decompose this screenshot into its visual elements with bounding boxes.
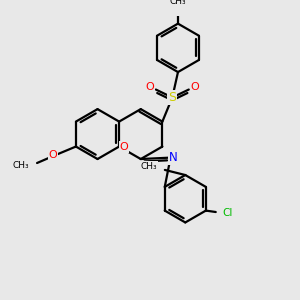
Text: CH₃: CH₃ [140, 162, 157, 171]
Text: CH₃: CH₃ [170, 0, 186, 6]
Text: Cl: Cl [223, 208, 233, 218]
Text: O: O [190, 82, 200, 92]
Text: O: O [145, 82, 154, 92]
Text: N: N [169, 151, 178, 164]
Text: S: S [168, 91, 176, 104]
Text: CH₃: CH₃ [13, 161, 29, 170]
Text: O: O [49, 150, 58, 160]
Text: O: O [120, 142, 129, 152]
